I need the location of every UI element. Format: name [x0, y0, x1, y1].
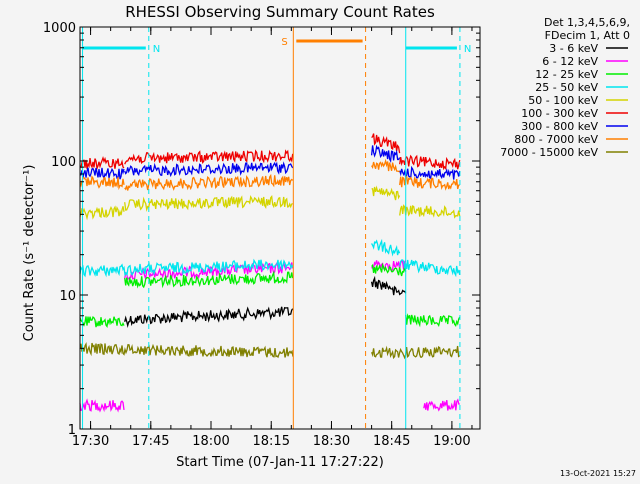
- series-line-100-300-kev: [371, 133, 401, 154]
- series-line-100-300-kev: [124, 149, 294, 165]
- series-line-50-100-kev: [79, 205, 125, 221]
- x-tick-label: 18:15: [253, 434, 290, 449]
- y-axis: 1 10 100 1000: [43, 21, 480, 438]
- y-tick-label: 1: [68, 423, 76, 438]
- series-line-100-300-kev: [79, 155, 125, 171]
- series-line-6-12-kev: [423, 398, 460, 412]
- x-tick-label: 17:30: [72, 434, 109, 449]
- interval-label: S: [281, 37, 287, 48]
- series-layer: [79, 133, 461, 413]
- series-line-800-7000-kev: [371, 158, 400, 173]
- legend-label: 25 - 50 keV: [535, 81, 598, 94]
- series-line-50-100-kev: [124, 195, 293, 212]
- series-line-7000-15000-kev: [79, 341, 294, 359]
- x-tick-label: 18:30: [313, 434, 350, 449]
- series-line-12-25-kev: [124, 270, 294, 289]
- series-line-800-7000-kev: [79, 175, 125, 191]
- legend-label: 3 - 6 keV: [549, 42, 598, 55]
- series-100-300-kev: [79, 133, 461, 171]
- legend-label: 12 - 25 keV: [535, 68, 598, 81]
- y-tick-label: 1000: [43, 21, 76, 36]
- legend-header: FDecim 1, Att 0: [545, 29, 630, 42]
- legend-label: 100 - 300 keV: [521, 107, 598, 120]
- series-line-25-50-kev: [371, 238, 401, 257]
- x-tick-label: 19:00: [433, 434, 470, 449]
- y-tick-label: 100: [51, 155, 76, 170]
- series-line-7000-15000-kev: [371, 345, 460, 360]
- series-50-100-kev: [79, 185, 461, 221]
- series-line-3-6-kev: [391, 285, 407, 296]
- x-tick-label: 18:00: [192, 434, 229, 449]
- legend-item-12-25-kev: 12 - 25 keV: [535, 68, 628, 81]
- legend-label: 300 - 800 keV: [521, 120, 598, 133]
- series-line-300-800-kev: [399, 165, 461, 180]
- legend-item-300-800-kev: 300 - 800 keV: [521, 120, 628, 133]
- series-line-300-800-kev: [79, 167, 125, 181]
- interval-n-1: N: [405, 27, 471, 429]
- series-line-50-100-kev: [399, 204, 461, 219]
- legend-label: 7000 - 15000 keV: [500, 146, 598, 159]
- legend-label: 800 - 7000 keV: [514, 133, 598, 146]
- x-axis-label: Start Time (07-Jan-11 17:27:22): [176, 455, 384, 470]
- series-3-6-kev: [124, 275, 407, 328]
- footer-timestamp: 13-Oct-2021 15:27: [560, 469, 636, 478]
- x-tick-label: 18:45: [373, 434, 410, 449]
- y-tick-label: 10: [59, 289, 76, 304]
- series-line-6-12-kev: [79, 398, 125, 413]
- legend-item-100-300-kev: 100 - 300 keV: [521, 107, 628, 120]
- series-line-12-25-kev: [405, 313, 461, 328]
- legend-item-800-7000-kev: 800 - 7000 keV: [514, 133, 628, 146]
- chart-title: RHESSI Observing Summary Count Rates: [125, 3, 435, 21]
- series-line-100-300-kev: [399, 154, 461, 171]
- series-7000-15000-kev: [79, 341, 460, 360]
- legend-item-25-50-kev: 25 - 50 keV: [535, 81, 628, 94]
- legend-item-3-6-kev: 3 - 6 keV: [549, 42, 628, 55]
- interval-s-2: S: [281, 27, 367, 429]
- interval-label: N: [153, 44, 160, 55]
- series-line-300-800-kev: [124, 161, 294, 178]
- series-line-300-800-kev: [370, 144, 401, 164]
- x-axis: 17:30 17:45 18:00 18:15 18:30 18:45 19:00: [72, 27, 473, 449]
- y-axis-label: Count Rate (s⁻¹ detector⁻¹): [22, 165, 37, 342]
- series-line-12-25-kev: [79, 316, 125, 329]
- interval-n-0: N: [82, 27, 160, 429]
- legend-label: 6 - 12 keV: [542, 55, 598, 68]
- series-12-25-kev: [79, 262, 461, 329]
- legend-item-50-100-kev: 50 - 100 keV: [528, 94, 628, 107]
- series-line-3-6-kev: [124, 306, 294, 328]
- interval-label: N: [464, 44, 471, 55]
- series-800-7000-kev: [79, 158, 460, 191]
- plot-area: N NS 17:30 17:45 18:00 18:15 18:30 18:45 19:00 …: [43, 21, 481, 449]
- legend: Det 1,3,4,5,6,9,FDecim 1, Att 03 - 6 keV…: [500, 16, 630, 159]
- series-line-25-50-kev: [79, 258, 294, 278]
- legend-item-6-12-kev: 6 - 12 keV: [542, 55, 628, 68]
- legend-header: Det 1,3,4,5,6,9,: [544, 16, 630, 29]
- interval-layer: N NS: [82, 27, 471, 429]
- series-25-50-kev: [79, 238, 461, 278]
- legend-item-7000-15000-kev: 7000 - 15000 keV: [500, 146, 628, 159]
- legend-label: 50 - 100 keV: [528, 94, 598, 107]
- plot-frame: [79, 26, 481, 430]
- series-line-800-7000-kev: [399, 175, 460, 191]
- x-tick-label: 17:45: [132, 434, 169, 449]
- series-line-12-25-kev: [371, 262, 407, 277]
- series-line-800-7000-kev: [124, 173, 294, 191]
- series-line-3-6-kev: [370, 275, 392, 291]
- series-300-800-kev: [79, 144, 461, 181]
- series-line-50-100-kev: [371, 185, 401, 201]
- series-line-25-50-kev: [399, 259, 461, 278]
